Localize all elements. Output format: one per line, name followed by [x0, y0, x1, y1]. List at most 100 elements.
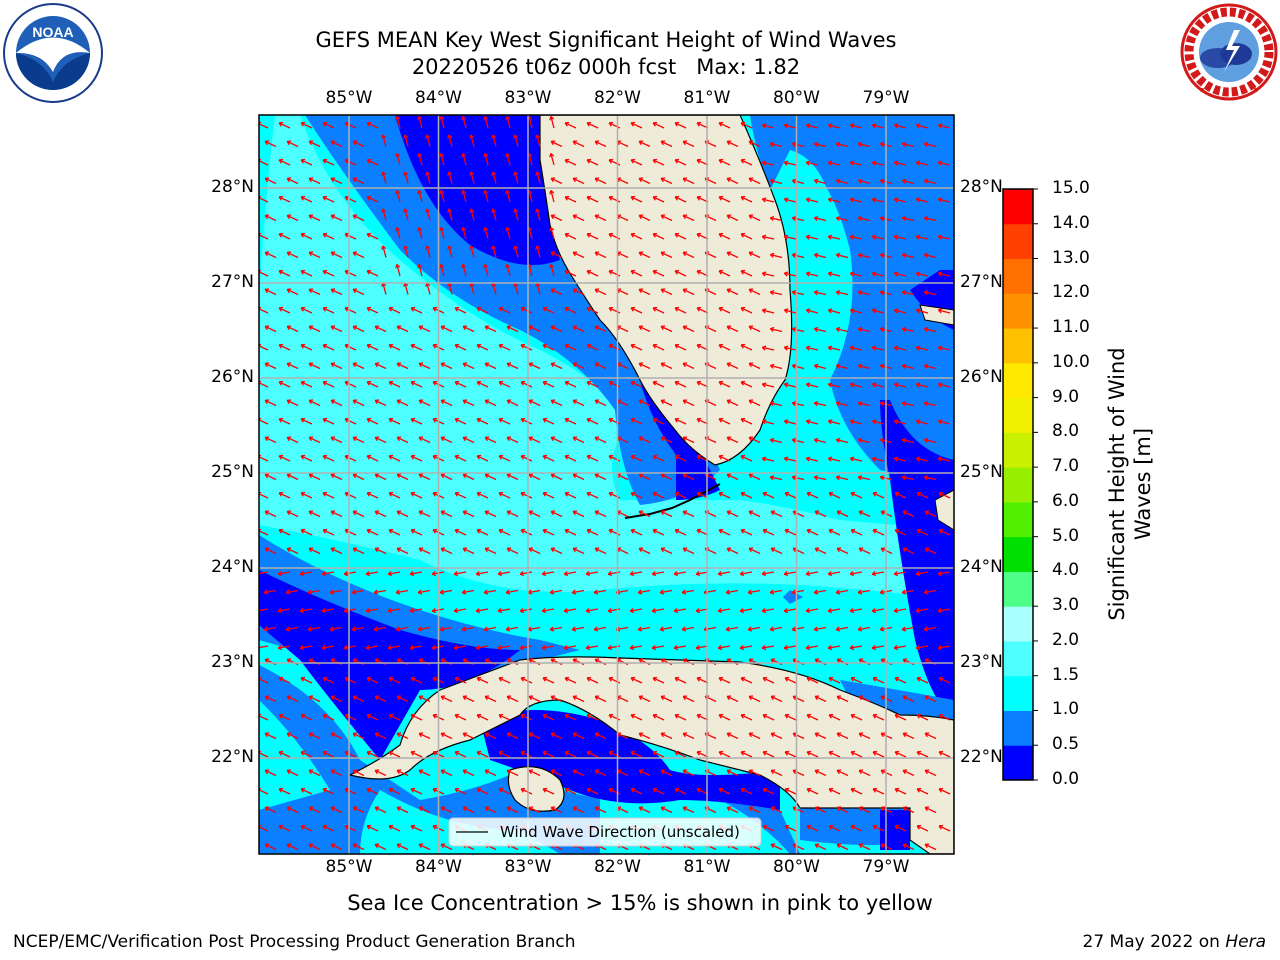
wave-direction-arrow	[814, 253, 827, 259]
wave-direction-arrowhead	[761, 607, 767, 614]
wave-direction-arrow	[916, 198, 929, 203]
wave-direction-arrow	[300, 677, 313, 684]
wave-direction-arrowhead	[696, 343, 702, 349]
wave-direction-arrow	[410, 307, 423, 314]
wave-direction-arrow	[784, 457, 797, 462]
wave-direction-arrow	[542, 788, 555, 795]
wave-direction-arrowhead	[475, 607, 481, 614]
wave-direction-arrowhead	[418, 843, 424, 849]
wave-direction-arrow	[264, 399, 277, 407]
wave-direction-arrowhead	[608, 713, 614, 719]
wave-direction-arrow	[322, 233, 335, 240]
colorbar-segment	[1003, 258, 1033, 294]
wave-direction-arrow	[366, 418, 379, 425]
lon-label-bottom: 81°W	[683, 857, 731, 877]
wave-direction-arrowhead	[528, 732, 534, 738]
wave-direction-arrow	[916, 492, 929, 499]
wave-direction-arrowhead	[418, 695, 424, 701]
wave-direction-arrow	[696, 492, 709, 499]
colorbar-tick-label: 1.5	[1052, 664, 1080, 685]
wave-direction-arrowhead	[505, 226, 511, 232]
wave-direction-arrow	[476, 714, 489, 721]
wave-direction-arrow	[836, 328, 849, 333]
wave-direction-arrow	[514, 134, 519, 147]
wave-direction-arrow	[550, 362, 563, 370]
wave-direction-arrow	[594, 399, 607, 407]
wave-direction-arrow	[484, 153, 489, 166]
wave-direction-arrowhead	[365, 570, 371, 577]
wave-direction-arrowhead	[476, 417, 482, 423]
wave-direction-arrow	[344, 825, 357, 832]
wave-direction-arrow	[762, 198, 775, 203]
wave-direction-arrow	[462, 473, 475, 481]
wave-direction-arrowhead	[682, 399, 688, 405]
wave-direction-arrow	[872, 714, 885, 721]
wave-direction-arrowhead	[286, 732, 292, 738]
wave-direction-arrowhead	[880, 658, 886, 664]
wave-direction-arrow	[850, 383, 863, 388]
wave-direction-arrow	[836, 589, 849, 594]
wave-direction-arrowhead	[374, 399, 380, 405]
wave-direction-arrow	[484, 806, 497, 814]
wave-direction-arrow	[308, 473, 321, 481]
wave-direction-arrow	[498, 381, 511, 388]
wave-direction-arrow	[286, 547, 299, 555]
wave-direction-arrow	[924, 510, 937, 518]
wave-direction-arrowhead	[835, 215, 841, 222]
wave-direction-arrowhead	[300, 380, 306, 386]
wave-direction-arrowhead	[564, 195, 570, 201]
wave-direction-arrow	[484, 399, 497, 407]
wave-direction-arrowhead	[374, 658, 380, 664]
wave-direction-arrowhead	[374, 362, 380, 368]
wave-direction-arrowhead	[330, 658, 336, 664]
wave-direction-arrow	[564, 344, 577, 351]
wave-direction-arrow	[330, 769, 343, 777]
wave-direction-arrowhead	[264, 140, 270, 146]
wave-direction-arrow	[594, 362, 607, 370]
wave-direction-arrowhead	[366, 787, 372, 793]
wave-direction-arrowhead	[915, 197, 921, 203]
wave-direction-arrow	[638, 251, 651, 259]
wave-direction-arrowhead	[462, 658, 468, 664]
sea-ice-note: Sea Ice Concentration > 15% is shown in …	[347, 891, 933, 915]
wave-direction-arrow	[682, 732, 695, 740]
wave-direction-arrowhead	[447, 208, 453, 213]
wave-direction-arrow	[484, 695, 497, 703]
wave-direction-arrow	[492, 282, 497, 295]
wave-direction-arrow	[264, 626, 277, 631]
wave-direction-arrowhead	[638, 399, 644, 405]
wave-direction-arrowhead	[484, 658, 490, 664]
wave-direction-arrow	[366, 344, 379, 351]
wave-direction-arrow	[762, 529, 775, 536]
colorbar-segment	[1003, 710, 1033, 746]
wave-direction-arrow	[404, 282, 409, 295]
wave-direction-arrow	[520, 529, 533, 536]
wave-direction-arrow	[616, 436, 629, 444]
lon-label-top: 79°W	[862, 88, 910, 108]
wave-direction-arrow	[770, 179, 783, 185]
wave-direction-arrow	[418, 153, 423, 166]
wave-direction-arrow	[894, 309, 907, 314]
wave-direction-arrow	[528, 325, 541, 333]
wave-direction-arrow	[630, 418, 643, 425]
wave-direction-arrow	[740, 492, 753, 499]
wave-direction-arrow	[652, 418, 665, 425]
wave-direction-arrowhead	[278, 269, 284, 275]
wave-direction-arrow	[762, 457, 775, 462]
wave-direction-arrow	[718, 122, 731, 129]
wave-direction-arrowhead	[938, 676, 944, 682]
wave-direction-arrowhead	[564, 713, 570, 719]
wave-direction-arrow	[836, 402, 849, 407]
wave-direction-arrowhead	[857, 589, 863, 595]
wave-direction-arrowhead	[542, 306, 548, 312]
wave-direction-arrow	[594, 140, 607, 148]
wave-direction-arrowhead	[783, 234, 789, 240]
wave-direction-arrowhead	[871, 419, 877, 425]
wave-direction-arrowhead	[542, 417, 548, 423]
wave-direction-arrow	[506, 325, 519, 333]
wave-direction-arrowhead	[893, 271, 899, 277]
wave-direction-arrowhead	[476, 343, 482, 349]
wave-direction-arrow	[278, 645, 291, 649]
wave-direction-arrow	[484, 227, 489, 240]
wave-direction-arrow	[718, 645, 731, 649]
